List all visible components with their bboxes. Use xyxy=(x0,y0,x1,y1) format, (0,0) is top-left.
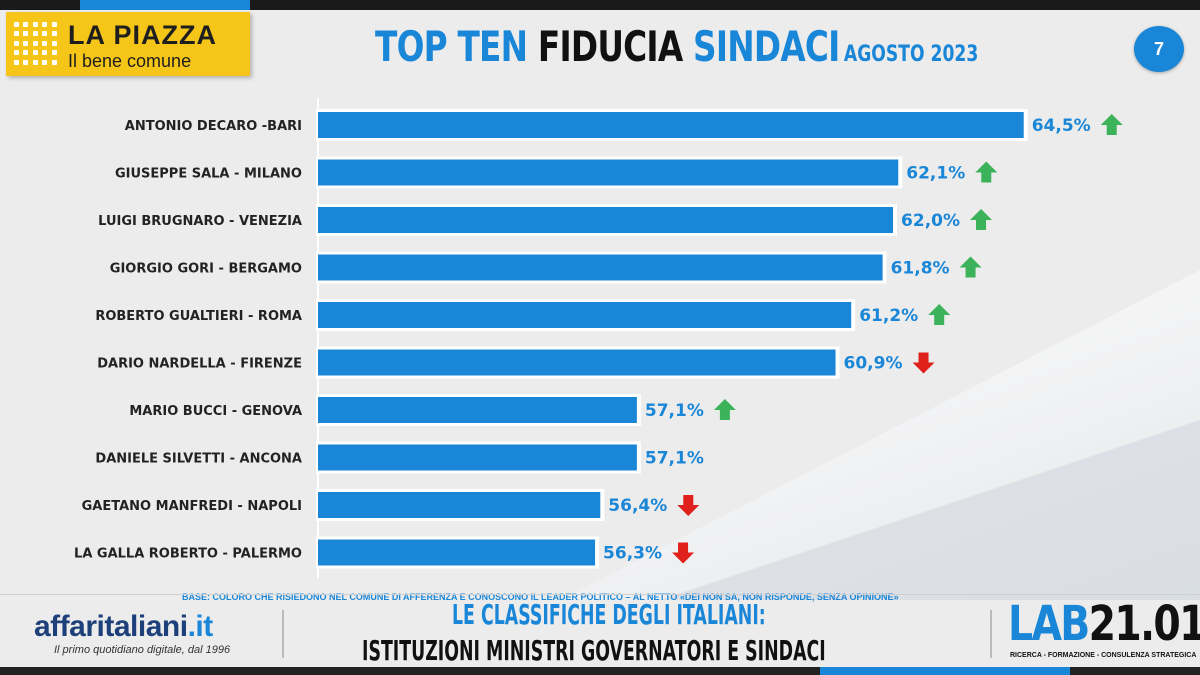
value-label: 62,0% xyxy=(901,211,960,231)
lab-part-2: 21.01 xyxy=(1088,596,1200,652)
bar xyxy=(318,444,637,471)
title-part-3: SINDACI xyxy=(693,22,840,71)
bottom-strip-accent xyxy=(820,667,1070,675)
lab-tagline: RICERCA - FORMAZIONE - CONSULENZA STRATE… xyxy=(1010,652,1197,659)
title-date: AGOSTO 2023 xyxy=(843,42,979,67)
logo-title: LA PIAZZA xyxy=(68,20,217,50)
logo-subtitle: Il bene comune xyxy=(68,51,192,71)
top-strip-accent xyxy=(80,0,250,10)
category-label: MARIO BUCCI - GENOVA xyxy=(129,404,302,419)
lab2101-logo: LAB21.01 xyxy=(1008,596,1200,652)
value-label: 61,2% xyxy=(859,306,918,326)
category-label: DANIELE SILVETTI - ANCONA xyxy=(95,452,302,467)
trend-down-arrow-icon xyxy=(677,495,700,516)
value-label: 56,4% xyxy=(608,496,667,516)
category-label: LUIGI BRUGNARO - VENEZIA xyxy=(98,214,302,229)
footer-separator-left xyxy=(282,610,284,658)
value-label: 60,9% xyxy=(844,354,903,374)
trend-up-arrow-icon xyxy=(970,209,993,230)
footer-divider xyxy=(0,594,1200,595)
trend-up-arrow-icon xyxy=(928,304,951,325)
category-label: DARIO NARDELLA - FIRENZE xyxy=(97,357,302,372)
top-strip xyxy=(0,0,1200,10)
bar xyxy=(318,492,601,518)
title-part-1: TOP TEN xyxy=(375,22,538,71)
bar xyxy=(318,397,637,423)
bar xyxy=(318,112,1024,138)
page-title: TOP TEN FIDUCIA SINDACI AGOSTO 2023 xyxy=(375,22,978,71)
trend-up-arrow-icon xyxy=(975,161,998,183)
bar-chart: ANTONIO DECARO -BARI 64,5% GIUSEPPE SALA -… xyxy=(74,98,1123,578)
affaritaliani-logo: affaritaliani.it xyxy=(34,610,213,644)
footer-title-line-2: ISTITUZIONI MINISTRI GOVERNATORI E SINDA… xyxy=(362,634,826,667)
value-label: 61,8% xyxy=(891,259,950,279)
aff-name: affaritaliani xyxy=(34,610,188,643)
affaritaliani-tagline: Il primo quotidiano digitale, dal 1996 xyxy=(54,644,231,656)
base-note: BASE: COLORO CHE RISIEDONO NEL COMUNE DI… xyxy=(182,592,899,602)
value-label: 56,3% xyxy=(603,544,662,564)
lab-part-1: LAB xyxy=(1008,596,1090,652)
trend-up-arrow-icon xyxy=(959,256,982,278)
value-label: 57,1% xyxy=(645,449,704,469)
trend-up-arrow-icon xyxy=(713,399,736,420)
bar xyxy=(318,302,852,328)
aff-tld: .it xyxy=(187,610,214,643)
bottom-strip xyxy=(0,667,1200,675)
bar xyxy=(318,159,899,186)
category-label: ANTONIO DECARO -BARI xyxy=(125,119,302,134)
value-label: 57,1% xyxy=(645,401,704,421)
bar xyxy=(318,539,596,566)
trend-down-arrow-icon xyxy=(912,352,935,374)
bar xyxy=(318,254,883,281)
category-label: GAETANO MANFREDI - NAPOLI xyxy=(82,499,302,514)
title-part-2: FIDUCIA xyxy=(537,22,694,71)
bar xyxy=(318,349,836,376)
category-label: LA GALLA ROBERTO - PALERMO xyxy=(74,547,302,562)
category-label: GIUSEPPE SALA - MILANO xyxy=(115,167,302,182)
trend-down-arrow-icon xyxy=(672,542,695,564)
value-label: 64,5% xyxy=(1032,116,1091,136)
page-number-badge: 7 xyxy=(1134,26,1184,72)
bar xyxy=(318,207,894,233)
trend-up-arrow-icon xyxy=(1100,114,1123,135)
logo-dots-icon xyxy=(14,22,58,66)
footer-title-line-1: LE CLASSIFICHE DEGLI ITALIANI: xyxy=(452,598,766,631)
footer-separator-right xyxy=(990,610,992,658)
category-label: ROBERTO GUALTIERI - ROMA xyxy=(95,309,302,324)
la-piazza-logo: LA PIAZZA Il bene comune xyxy=(6,12,250,76)
category-label: GIORGIO GORI - BERGAMO xyxy=(110,262,302,277)
value-label: 62,1% xyxy=(906,164,965,184)
